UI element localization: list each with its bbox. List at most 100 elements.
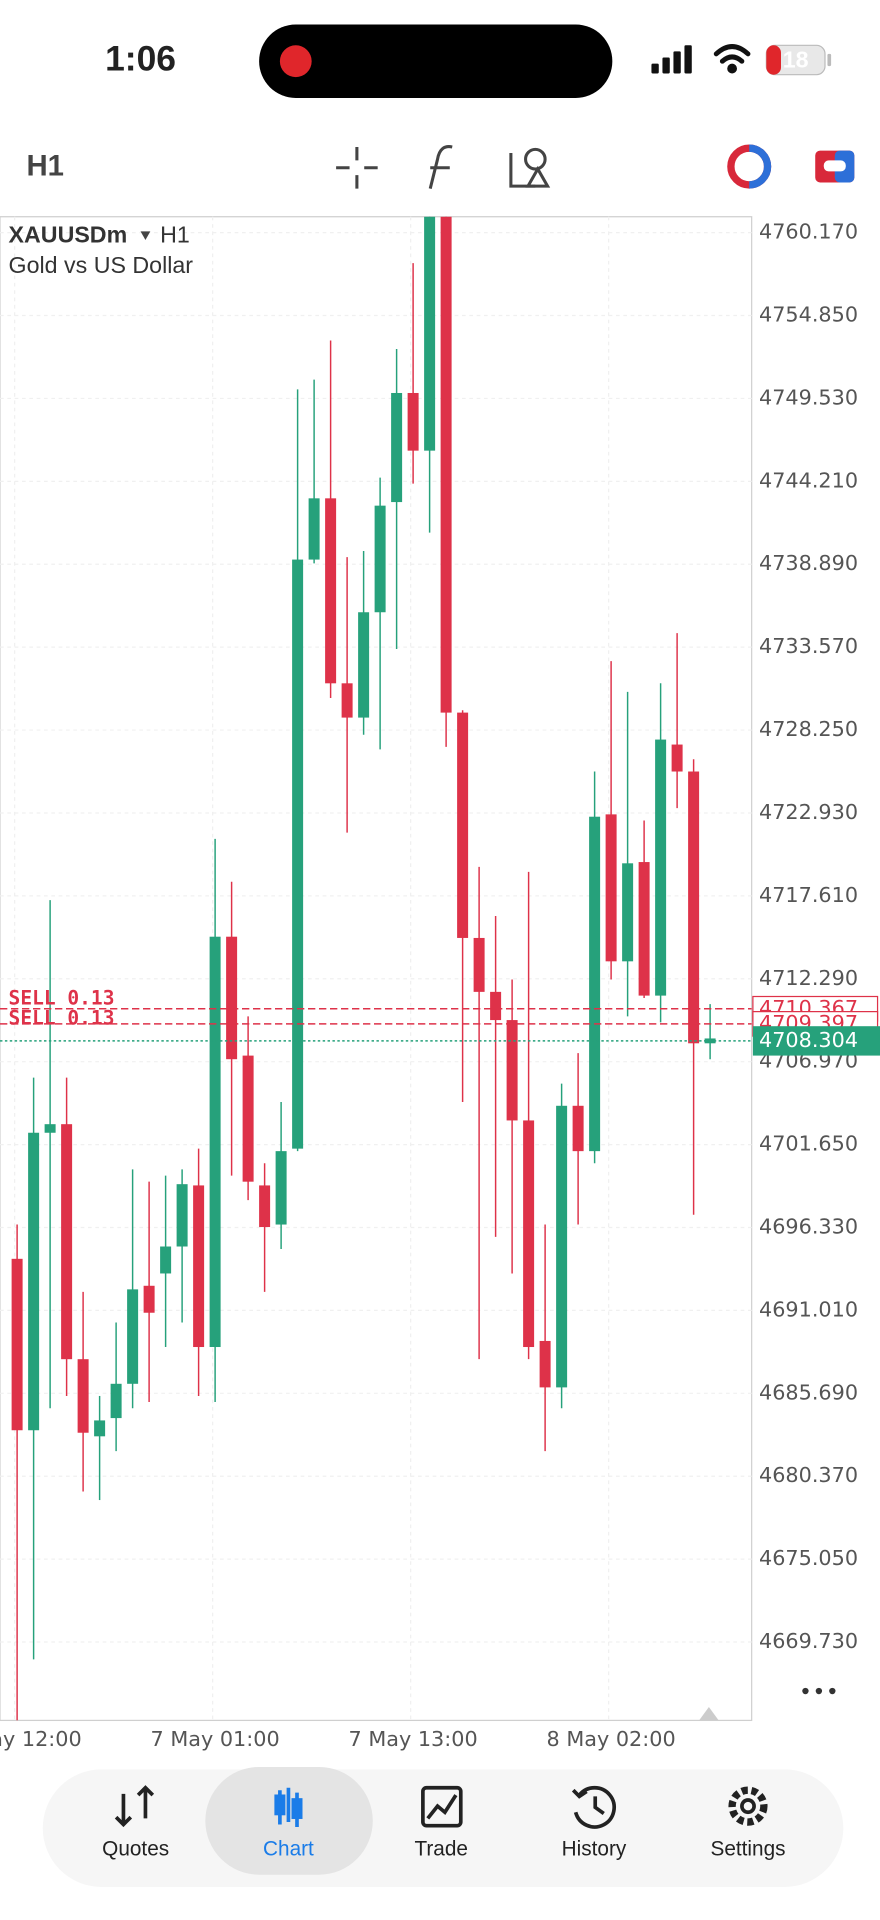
nav-label[interactable]: History — [562, 1838, 627, 1861]
candle-body — [176, 1184, 188, 1247]
y-tick-label: 4728.250 — [759, 717, 858, 741]
nav-label[interactable]: Trade — [414, 1838, 467, 1861]
y-tick-label: 4717.610 — [759, 883, 858, 907]
candle-body — [209, 936, 221, 1348]
history-icon[interactable] — [571, 1785, 616, 1829]
candle-body — [556, 1105, 568, 1388]
position-label: SELL 0.13 — [9, 986, 115, 1009]
candle-body — [638, 862, 650, 996]
candles — [11, 216, 716, 1721]
candle-body — [572, 1105, 584, 1152]
battery-cap — [827, 53, 832, 67]
candle-body — [341, 683, 353, 718]
candle-body — [671, 744, 683, 772]
scroll-marker[interactable] — [699, 1706, 719, 1721]
record-dot — [279, 45, 312, 78]
y-tick-label: 4754.850 — [759, 303, 858, 327]
candle-body — [110, 1383, 122, 1419]
candle-body — [407, 392, 419, 451]
candle-body — [523, 1120, 535, 1348]
position-label: SELL 0.13 — [9, 1006, 115, 1029]
account-button[interactable] — [727, 144, 772, 189]
y-tick-label: 4760.170 — [759, 220, 858, 244]
candle-body — [160, 1246, 172, 1274]
candle-body — [589, 816, 601, 1152]
y-tick-label: 4675.050 — [759, 1546, 858, 1570]
candle-body — [440, 216, 452, 713]
y-tick-label: 4749.530 — [759, 385, 858, 409]
symbol-description: Gold vs US Dollar — [9, 252, 194, 278]
candle-body — [28, 1132, 40, 1431]
candle-body — [143, 1285, 155, 1313]
clock: 1:06 — [105, 39, 176, 79]
candle-body — [259, 1185, 271, 1228]
y-tick-label: 4744.210 — [759, 468, 858, 492]
timeframe-button[interactable]: H1 — [26, 149, 63, 182]
candle-body — [374, 505, 386, 613]
candle-body — [226, 936, 238, 1060]
candle-body — [490, 991, 502, 1021]
candle-body — [242, 1055, 254, 1182]
candle-body — [358, 612, 370, 718]
candle-body — [688, 771, 700, 1044]
indicators-button[interactable] — [428, 145, 453, 189]
candle-body — [622, 863, 634, 962]
candle-body — [308, 498, 320, 560]
x-tick-label: 7 May 01:00 — [151, 1727, 280, 1751]
y-tick-label: 4722.930 — [759, 800, 858, 824]
x-tick-label: 8 May 02:00 — [547, 1727, 676, 1751]
candle-body — [473, 937, 485, 992]
dynamic-island — [259, 24, 613, 98]
candle-body — [44, 1124, 56, 1133]
candle-body — [292, 559, 304, 1149]
nav-label[interactable]: Quotes — [102, 1838, 169, 1861]
candle-body — [11, 1258, 23, 1431]
crosshair-button[interactable] — [336, 146, 378, 189]
y-tick-label: 4669.730 — [759, 1629, 858, 1653]
symbol[interactable]: XAUUSDm — [9, 221, 128, 247]
battery-text: 18 — [783, 46, 809, 72]
y-tick-label: 4680.370 — [759, 1463, 858, 1487]
y-tick-label: 4701.650 — [759, 1132, 858, 1156]
plot-frame — [0, 216, 753, 1722]
x-tick-label: 6 May 12:00 — [0, 1727, 82, 1751]
y-tick-label: 4696.330 — [759, 1214, 858, 1238]
candle-body — [424, 216, 436, 451]
candle-body — [94, 1420, 106, 1437]
symbol-dropdown[interactable] — [140, 231, 151, 240]
nav-label[interactable]: Settings — [710, 1838, 785, 1861]
more-button[interactable] — [802, 1687, 836, 1695]
candle-body — [61, 1124, 73, 1360]
candle-body — [506, 1020, 518, 1121]
candle-body — [193, 1185, 205, 1348]
nav-label[interactable]: Chart — [263, 1838, 314, 1861]
signal-icon — [651, 45, 692, 74]
objects-button[interactable] — [509, 147, 551, 188]
wifi-icon — [713, 44, 751, 74]
y-tick-label: 4738.890 — [759, 551, 858, 575]
candle-body — [391, 392, 403, 503]
trade-button[interactable] — [815, 150, 855, 183]
quotes-icon[interactable] — [114, 1785, 155, 1828]
candle-body — [457, 712, 469, 938]
battery-level — [766, 45, 781, 75]
plot-area[interactable] — [0, 216, 753, 1722]
candle-body — [539, 1340, 551, 1388]
y-tick-label: 4733.570 — [759, 634, 858, 658]
chart-timeframe: H1 — [160, 221, 190, 247]
candle-body — [77, 1359, 89, 1433]
candle-body — [325, 498, 337, 684]
candle-body — [275, 1151, 287, 1225]
candle-body — [127, 1289, 139, 1384]
current-price-box — [752, 1026, 880, 1056]
y-tick-label: 4691.010 — [759, 1297, 858, 1321]
chart-icon[interactable] — [274, 1787, 303, 1827]
y-tick-label: 4685.690 — [759, 1380, 858, 1404]
candle-body — [605, 814, 617, 962]
settings-icon[interactable] — [728, 1786, 768, 1826]
candle-body — [655, 739, 667, 996]
trade-icon[interactable] — [421, 1785, 463, 1828]
y-tick-label: 4712.290 — [759, 966, 858, 990]
